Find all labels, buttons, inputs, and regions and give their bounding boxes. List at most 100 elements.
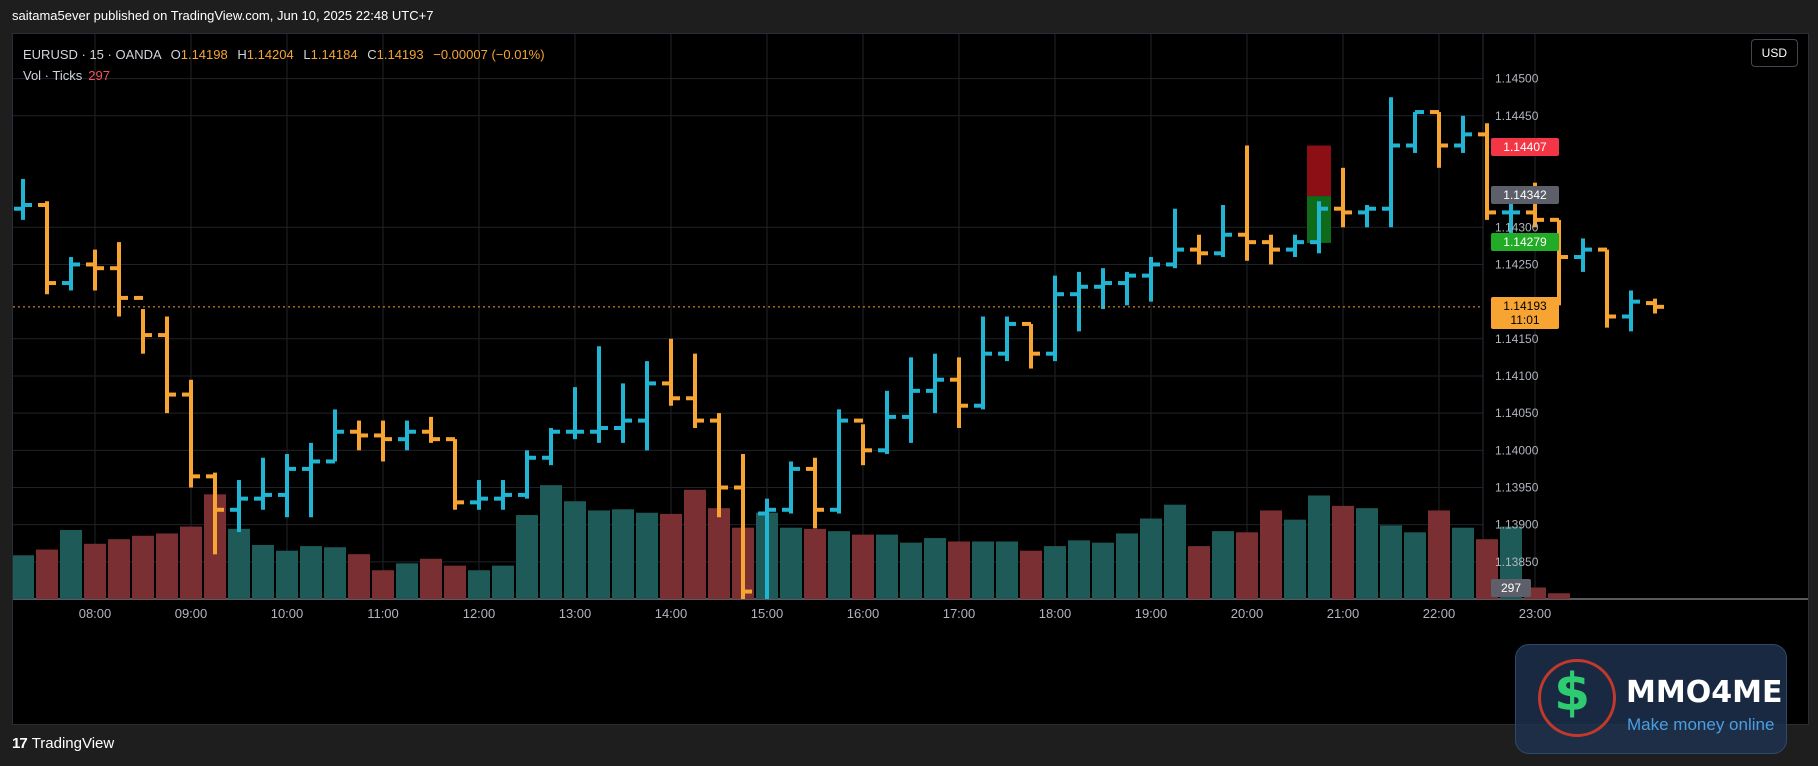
volume-bar bbox=[300, 546, 322, 599]
volume-bar bbox=[708, 508, 730, 599]
price-tick-label: 1.14100 bbox=[1495, 369, 1539, 383]
volume-bar bbox=[276, 550, 298, 599]
volume-bar bbox=[372, 570, 394, 599]
volume-bar bbox=[1164, 504, 1186, 599]
volume-badge: 297 bbox=[1491, 579, 1531, 597]
price-badge: 1.14407 bbox=[1491, 137, 1559, 156]
price-tick-label: 1.13950 bbox=[1495, 480, 1539, 494]
dollar-icon: $ bbox=[1554, 663, 1591, 723]
low-label: L bbox=[303, 47, 311, 62]
volume-bar bbox=[1524, 587, 1546, 599]
volume-bar bbox=[636, 512, 658, 599]
time-tick-label: 20:00 bbox=[1231, 606, 1264, 621]
volume-bar bbox=[492, 565, 514, 599]
published-caption: saitama5ever published on TradingView.co… bbox=[12, 8, 434, 23]
volume-bar bbox=[108, 539, 130, 599]
volume-label[interactable]: Vol · Ticks bbox=[23, 68, 83, 83]
volume-bar bbox=[13, 555, 34, 599]
volume-bar bbox=[924, 538, 946, 599]
time-tick-label: 08:00 bbox=[79, 606, 112, 621]
volume-value: 297 bbox=[88, 68, 110, 83]
time-tick-label: 18:00 bbox=[1039, 606, 1072, 621]
volume-bar bbox=[684, 489, 706, 599]
volume-bar bbox=[396, 563, 418, 599]
volume-bar bbox=[1332, 505, 1354, 599]
zone-box-red bbox=[1307, 145, 1331, 197]
volume-bar bbox=[1404, 532, 1426, 599]
time-tick-label: 12:00 bbox=[463, 606, 496, 621]
volume-bar bbox=[228, 528, 250, 599]
time-tick-label: 11:00 bbox=[367, 606, 399, 621]
volume-bar bbox=[348, 554, 370, 599]
price-tick-label: 1.13850 bbox=[1495, 555, 1539, 569]
volume-bar bbox=[1452, 527, 1474, 599]
volume-bar bbox=[1428, 510, 1450, 599]
volume-bar bbox=[252, 544, 274, 599]
time-tick-label: 13:00 bbox=[559, 606, 592, 621]
volume-bar bbox=[420, 558, 442, 599]
coin-ring-icon bbox=[1538, 659, 1616, 737]
volume-bar bbox=[876, 534, 898, 599]
volume-bar bbox=[660, 513, 682, 599]
volume-bar bbox=[1308, 495, 1330, 599]
volume-bar bbox=[1116, 533, 1138, 599]
volume-bar bbox=[1020, 550, 1042, 599]
price-tick-label: 1.13900 bbox=[1495, 518, 1539, 532]
volume-bar bbox=[1236, 532, 1258, 599]
volume-bar bbox=[444, 565, 466, 599]
time-tick-label: 14:00 bbox=[655, 606, 688, 621]
close-label: C bbox=[367, 47, 377, 62]
volume-bar bbox=[804, 528, 826, 599]
watermark-title: MMO4ME bbox=[1626, 675, 1783, 710]
volume-bar bbox=[1548, 593, 1570, 599]
time-tick-label: 10:00 bbox=[271, 606, 304, 621]
volume-bar bbox=[1068, 540, 1090, 599]
volume-bar bbox=[1092, 542, 1114, 599]
volume-bar bbox=[1140, 518, 1162, 599]
time-tick-label: 19:00 bbox=[1135, 606, 1168, 621]
time-tick-label: 16:00 bbox=[847, 606, 880, 621]
time-tick-label: 17:00 bbox=[943, 606, 976, 621]
volume-bar bbox=[996, 541, 1018, 599]
symbol-label[interactable]: EURUSD · 15 · OANDA bbox=[23, 47, 161, 62]
currency-button[interactable]: USD bbox=[1750, 39, 1798, 67]
tradingview-footer[interactable]: 17 TradingView bbox=[12, 735, 114, 752]
last-price-badge: 1.14193 11:01 bbox=[1491, 296, 1559, 329]
volume-bar bbox=[972, 541, 994, 599]
volume-bar bbox=[564, 501, 586, 599]
brand-label: TradingView bbox=[31, 735, 115, 752]
volume-bar bbox=[468, 570, 490, 599]
time-tick-label: 15:00 bbox=[751, 606, 784, 621]
volume-bar bbox=[60, 530, 82, 599]
time-tick-label: 23:00 bbox=[1519, 606, 1552, 621]
volume-bar bbox=[132, 535, 154, 599]
low-value: 1.14184 bbox=[310, 47, 358, 62]
open-label: O bbox=[170, 47, 181, 62]
volume-bar bbox=[180, 526, 202, 599]
chart-frame[interactable]: 1.14500 1.14450 1.14300 1.14250 1.14150 1.141… bbox=[12, 33, 1809, 725]
volume-bar bbox=[1212, 531, 1234, 599]
price-tick-label: 1.14150 bbox=[1495, 332, 1539, 346]
volume-bar bbox=[852, 534, 874, 599]
volume-bar bbox=[900, 542, 922, 599]
chart-legend: EURUSD · 15 · OANDA O1.14198 H1.14204 L1… bbox=[23, 44, 545, 86]
price-tick-label: 1.14050 bbox=[1495, 406, 1539, 420]
volume-bar bbox=[1044, 546, 1066, 599]
volume-bar bbox=[540, 485, 562, 599]
price-badge: 1.14342 bbox=[1491, 186, 1559, 205]
price-tick-label: 1.14300 bbox=[1495, 220, 1539, 234]
ohlc-chart[interactable]: 1.14500 1.14450 1.14300 1.14250 1.14150 1.141… bbox=[13, 34, 1809, 725]
volume-bar bbox=[1380, 525, 1402, 599]
change-value: −0.00007 (−0.01%) bbox=[433, 47, 545, 62]
high-label: H bbox=[237, 47, 247, 62]
volume-bar bbox=[156, 533, 178, 599]
tradingview-logo-icon: 17 bbox=[12, 735, 28, 752]
high-value: 1.14204 bbox=[246, 47, 294, 62]
volume-bar bbox=[516, 515, 538, 599]
time-tick-label: 22:00 bbox=[1423, 606, 1456, 621]
volume-bar bbox=[1260, 510, 1282, 599]
volume-bar bbox=[36, 549, 58, 599]
volume-bar bbox=[612, 509, 634, 599]
volume-bar bbox=[84, 543, 106, 599]
volume-bar bbox=[1284, 519, 1306, 599]
